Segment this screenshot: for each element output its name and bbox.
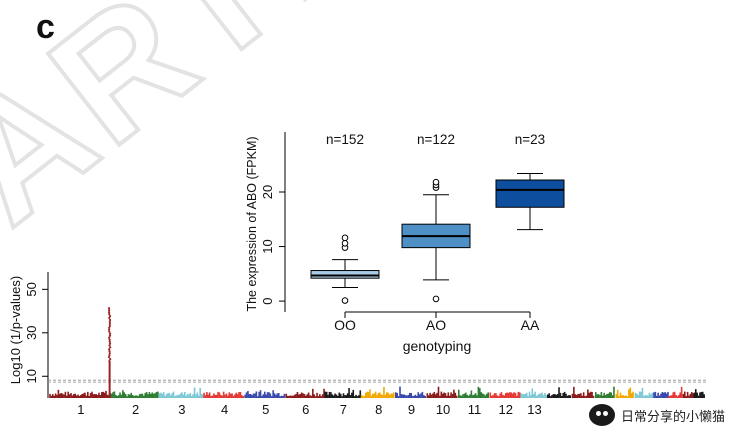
peak-point (108, 313, 111, 316)
chromosome-1 (49, 389, 111, 398)
peak-point (107, 356, 111, 359)
count-label: n=23 (515, 132, 545, 147)
peak-point (108, 318, 112, 322)
y-tick-label: 10 (260, 239, 275, 253)
chromosome-label: 2 (132, 402, 139, 417)
y-tick-label: 20 (260, 185, 275, 199)
peak-point (107, 307, 111, 310)
peak-point (108, 316, 111, 320)
wechat-icon (588, 404, 615, 426)
peak-point (109, 346, 112, 349)
peak-point (108, 326, 111, 329)
chromosome-10 (426, 386, 458, 398)
outlier-point (341, 234, 349, 242)
chromosome-label: 6 (302, 402, 309, 417)
chromosome-13 (520, 388, 548, 398)
x-tick-label: AO (426, 317, 446, 333)
chromosome-9 (395, 386, 427, 398)
chromosome-label: 10 (436, 402, 450, 417)
peak-point (108, 359, 111, 363)
chromosome-label: 4 (221, 402, 228, 417)
peak-point (107, 311, 111, 314)
peak-point (108, 322, 111, 325)
peak-point (108, 348, 111, 351)
chromosome-c21 (682, 391, 695, 398)
chromosome-c14 (547, 387, 572, 398)
x-axis-title: genotyping (403, 338, 472, 354)
box-OO (310, 234, 380, 304)
peak-point (108, 336, 111, 339)
chromosome-label: 8 (375, 402, 382, 417)
peak-point (108, 342, 112, 345)
chromosome-4 (203, 391, 245, 398)
peak-point (108, 340, 111, 343)
y-axis-title: Log10 (1/p-values) (8, 276, 23, 384)
chromosome-5 (244, 390, 286, 398)
chromosome-c19 (653, 391, 669, 398)
count-label: n=122 (417, 132, 455, 147)
y-tick-label: 10 (24, 369, 39, 383)
chromosome-c20 (668, 386, 683, 398)
chromosome-c17 (615, 387, 634, 398)
peak-point (108, 324, 111, 327)
chromosome-label: 9 (408, 402, 415, 417)
watermark: 日常分享的小懒猫 (588, 404, 725, 426)
peak-point (108, 338, 111, 341)
outlier-point (432, 178, 440, 186)
peak-point (109, 358, 112, 361)
count-label: n=152 (326, 132, 364, 147)
peak-point (107, 328, 111, 331)
chromosome-6 (285, 388, 325, 398)
peak-point (108, 354, 111, 357)
chromosome-8 (360, 386, 395, 398)
peak-point (108, 352, 111, 355)
chromosome-label: 13 (527, 402, 541, 417)
chromosome-7 (324, 388, 362, 398)
peak-point (108, 314, 112, 318)
y-tick-label: 0 (260, 297, 275, 304)
chromosome-label: 5 (262, 402, 269, 417)
peak-point (108, 334, 112, 337)
box-iqr (310, 270, 380, 279)
peak-point (108, 320, 111, 324)
outlier-point (432, 295, 440, 303)
chromosome-c22 (693, 389, 705, 398)
outlier-point (341, 297, 349, 304)
peak-point (108, 350, 111, 353)
chromosome-c18 (634, 387, 654, 398)
peak-point (109, 332, 112, 335)
y-axis-title: The expression of ABO (FPKM) (245, 136, 259, 311)
chromosome-11 (458, 386, 490, 398)
chromosome-12 (489, 391, 521, 398)
chromosome-c16 (594, 386, 615, 398)
panel-label: c (36, 8, 55, 46)
box-AA (495, 172, 565, 231)
peak-point (108, 309, 111, 312)
peak-point (108, 344, 111, 347)
chromosome-3 (158, 387, 204, 398)
box-AO (401, 178, 471, 303)
chromosome-2 (110, 390, 159, 398)
chromosome-label: 3 (178, 402, 185, 417)
y-tick-label: 50 (24, 282, 39, 296)
outlier-point (341, 239, 349, 247)
y-tick-label: 30 (24, 326, 39, 340)
chromosome-label: 7 (340, 402, 347, 417)
chromosome-label: 12 (498, 402, 512, 417)
chromosome-label: 11 (468, 402, 482, 417)
x-tick-label: OO (334, 317, 356, 333)
box-iqr (495, 179, 565, 208)
x-tick-label: AA (521, 317, 540, 333)
watermark-text: 日常分享的小懒猫 (620, 409, 725, 425)
chromosome-c15 (571, 386, 595, 398)
chromosome-label: 1 (77, 402, 84, 417)
peak-point (108, 330, 111, 333)
